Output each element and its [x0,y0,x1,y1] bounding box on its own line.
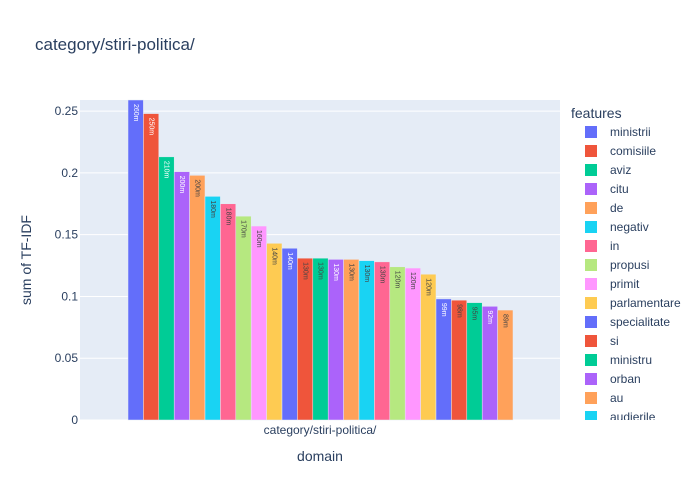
bar[interactable] [451,299,468,421]
legend-swatch [585,145,597,157]
legend-swatch [585,335,597,347]
bar-data-label: 130m [317,262,324,280]
legend-swatch [585,221,597,233]
bar[interactable] [158,156,175,421]
bar[interactable] [173,171,190,421]
bar[interactable] [404,267,421,421]
bar[interactable] [389,266,406,421]
bar-data-label: 180m [224,208,231,226]
bar[interactable] [312,257,329,421]
bar[interactable] [127,99,144,421]
bar[interactable] [497,309,514,421]
legend-swatch [585,297,597,309]
bar-data-label: 120m [409,272,416,290]
legend-item-label[interactable]: aviz [610,163,631,177]
legend-item-label[interactable]: specialitate [610,315,670,329]
bar-data-label: 95m [471,307,478,321]
bar[interactable] [143,113,160,421]
x-axis-title: domain [297,448,343,464]
legend-swatch [585,316,597,328]
bar[interactable] [250,225,267,421]
bar-data-label: 160m [255,230,262,248]
bar-data-label: 210m [163,161,170,179]
legend-swatch [585,259,597,271]
bar[interactable] [220,203,237,421]
bar-data-label: 120m [394,271,401,289]
bar[interactable] [327,259,344,421]
legend-swatch [585,202,597,214]
bar-data-label: 200m [178,176,185,194]
bar-data-label: 120m [424,278,431,296]
y-tick-label: 0.15 [55,228,79,242]
bar-data-label: 98m [455,304,462,318]
legend-swatch [585,411,597,420]
y-tick-labels: 0 0.05 0.1 0.15 0.2 0.25 [55,104,79,427]
bar-data-label: 92m [486,310,493,324]
legend-item-label[interactable]: si [610,334,619,348]
bar[interactable] [204,196,221,421]
legend-item-label[interactable]: au [610,391,623,405]
legend-item-label[interactable]: comisiile [610,144,656,158]
bar-data-label: 130m [301,262,308,280]
legend-item-label[interactable]: parlamentare [610,296,681,310]
legend-item-label[interactable]: primit [610,277,640,291]
y-tick-label: 0 [71,413,78,427]
legend-swatch [585,126,597,138]
y-tick-label: 0.25 [55,104,79,118]
bar[interactable] [235,215,252,421]
bar[interactable] [435,298,452,421]
legend-item-label[interactable]: de [610,201,624,215]
bar[interactable] [343,259,360,421]
legend-swatch [585,240,597,252]
legend-title: features [571,105,622,121]
bar-data-label: 130m [363,265,370,283]
bar-data-label: 99m [440,303,447,317]
bar-data-label: 260m [132,104,139,122]
bar-data-label: 89m [501,314,508,328]
legend-item-label[interactable]: ministru [610,353,652,367]
chart-title: category/stiri-politica/ [35,35,195,54]
legend-item-label[interactable]: orban [610,372,641,386]
legend-swatch [585,392,597,404]
bar-data-label: 200m [193,179,200,197]
bar-data-label: 130m [378,266,385,284]
legend-swatch [585,278,597,290]
bar-data-label: 170m [240,220,247,238]
y-tick-label: 0.05 [55,351,79,365]
y-axis-title: sum of TF-IDF [18,215,34,305]
bar-data-label: 130m [332,263,339,281]
bar[interactable] [266,243,283,421]
y-tick-label: 0.1 [61,289,78,303]
bar[interactable] [358,260,375,421]
legend-swatch [585,183,597,195]
bar-data-label: 180m [209,200,216,218]
bar[interactable] [374,261,391,421]
legend-items: ministrii comisiile aviz citu de negativ in pro… [585,125,681,424]
legend-item-label[interactable]: audierile [610,410,656,424]
y-tick-label: 0.2 [61,166,78,180]
legend-item-label[interactable]: negativ [610,220,649,234]
bar[interactable] [189,175,206,421]
bars-group: 260m 250m 210m 200m 200m 180m 180m 170m 160m 140m… [127,99,514,421]
x-tick-label: category/stiri-politica/ [264,423,377,437]
bar[interactable] [297,257,314,421]
bar-data-label: 130m [347,263,354,281]
legend-item-label[interactable]: in [610,239,619,253]
bar[interactable] [281,248,298,421]
bar-data-label: 140m [286,252,293,270]
bar[interactable] [420,273,437,421]
bar-data-label: 140m [270,247,277,265]
legend-swatch [585,373,597,385]
bar-data-label: 250m [147,118,154,136]
legend-swatch [585,164,597,176]
legend-item-label[interactable]: citu [610,182,629,196]
legend-item-label[interactable]: propusi [610,258,649,272]
x-tick-labels: category/stiri-politica/ [264,423,377,437]
legend: features ministrii comisiile aviz citu de neg… [571,105,681,424]
legend-swatch [585,354,597,366]
legend-item-label[interactable]: ministrii [610,125,651,139]
